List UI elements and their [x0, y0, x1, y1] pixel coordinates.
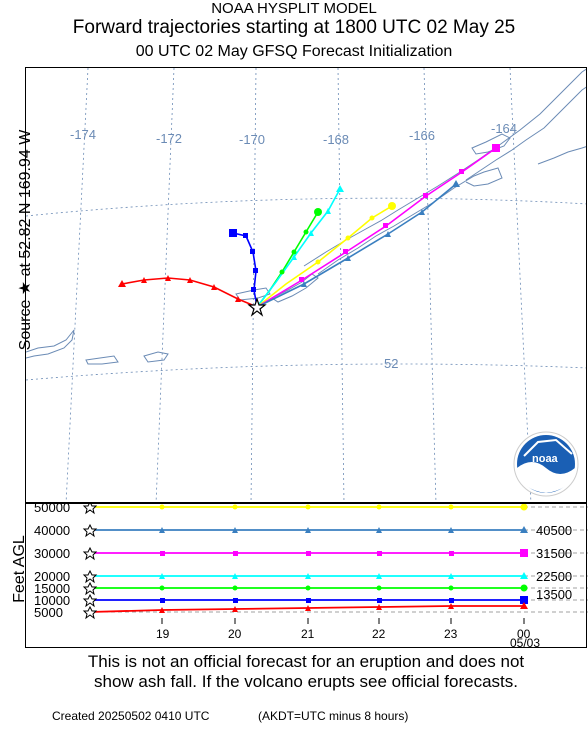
- marker-cyan: [325, 208, 331, 214]
- alt-tick: 10000: [34, 593, 70, 608]
- lat-label: 52: [384, 356, 398, 371]
- alt-tick: 20000: [34, 569, 70, 584]
- lon-label: -164: [491, 121, 517, 136]
- trajectory-cyan: [256, 188, 341, 308]
- lat-line-54: [26, 197, 586, 217]
- time-tick: 20: [228, 627, 242, 641]
- altitude-markers: [159, 503, 528, 613]
- marker-blue: [229, 229, 237, 237]
- marker-magenta: [492, 144, 500, 152]
- disclaimer-line: This is not an official forecast for an …: [87, 652, 525, 671]
- marker-magenta: [459, 169, 464, 174]
- logo-text: noaa: [532, 453, 559, 465]
- marker-green: [303, 229, 309, 235]
- coast-island: [26, 329, 75, 359]
- lon-label: -172: [156, 131, 182, 146]
- disclaimer: This is not an official forecast for an …: [25, 650, 587, 708]
- alt-end-label: 31500: [536, 546, 572, 561]
- alt-tick: 30000: [34, 546, 70, 561]
- marker-blue: [253, 268, 258, 273]
- marker-cyan: [291, 254, 297, 260]
- time-tick: 21: [301, 627, 315, 641]
- altitude-svg: 50000 40000 30000 20000 15000 10000 5000: [34, 500, 588, 650]
- trajectories: [121, 147, 497, 308]
- marker-red: [187, 277, 193, 283]
- lon-label: -168: [323, 132, 349, 147]
- timezone-note: (AKDT=UTC minus 8 hours): [258, 709, 409, 723]
- lon-label: -170: [239, 132, 265, 147]
- marker-green: [314, 208, 322, 216]
- trajectory-map: -174 -172 -170 -168 -166 -164 52: [25, 67, 587, 503]
- coast-peninsula-north: [317, 167, 503, 275]
- altitude-source-stars: [82, 500, 98, 620]
- time-tick: 19: [156, 627, 170, 641]
- marker-magenta: [423, 193, 428, 198]
- marker-yellow: [369, 215, 375, 221]
- alt-tick: 15000: [34, 581, 70, 596]
- title-trajectories: Forward trajectories starting at 1800 UT…: [72, 17, 516, 38]
- marker-magenta: [299, 277, 304, 282]
- trajectory-yellow: [256, 205, 393, 308]
- lon-label: -166: [409, 128, 435, 143]
- coast-lagoon: [471, 133, 511, 155]
- marker-cyan: [336, 185, 344, 192]
- lon-label: -174: [70, 127, 96, 142]
- time-tick: 22: [372, 627, 386, 641]
- trajectory-steelblue: [256, 183, 457, 308]
- marker-red: [235, 296, 241, 302]
- title-initialization: 00 UTC 02 May GFSQ Forecast Initializati…: [135, 43, 453, 60]
- created-timestamp: Created 20250502 0410 UTC: [52, 709, 210, 723]
- marker-red: [165, 275, 171, 281]
- alt-tick: 50000: [34, 504, 70, 515]
- altitude-gridlines: [90, 506, 588, 613]
- marker-magenta: [383, 223, 388, 228]
- graticule: [26, 68, 586, 502]
- marker-steelblue: [419, 209, 425, 215]
- marker-steelblue: [452, 180, 460, 187]
- marker-magenta: [343, 249, 348, 254]
- time-axis-ticks: [161, 618, 525, 624]
- marker-blue: [251, 287, 256, 292]
- marker-cyan: [308, 230, 314, 236]
- marker-steelblue: [385, 231, 391, 237]
- marker-red: [211, 284, 217, 290]
- noaa-logo: noaa: [513, 431, 579, 497]
- alt-end-label: 40500: [536, 523, 572, 538]
- disclaimer-line: show ash fall. If the volcano erupts see…: [94, 672, 518, 691]
- marker-red: [118, 280, 126, 287]
- marker-steelblue: [345, 255, 351, 261]
- coast-island: [271, 273, 319, 303]
- altitude-traces: [89, 506, 524, 613]
- marker-green: [291, 249, 297, 255]
- alt-tick: 5000: [34, 605, 63, 620]
- trajectory-markers: [118, 144, 500, 302]
- marker-yellow: [315, 259, 321, 265]
- alt-end-label: 13500: [536, 587, 572, 602]
- altitude-panel: 50000 40000 30000 20000 15000 10000 5000: [25, 500, 588, 650]
- marker-blue: [250, 249, 255, 254]
- alt-end-label: 22500: [536, 569, 572, 584]
- coast-island: [143, 351, 169, 363]
- coast-peninsula-north-2: [465, 86, 586, 181]
- time-tick: 00: [517, 627, 531, 641]
- alt-tick: 40000: [34, 523, 70, 538]
- lat-line-52: [26, 363, 586, 381]
- title-model: NOAA HYSPLIT MODEL: [211, 0, 377, 17]
- marker-yellow: [388, 202, 396, 210]
- marker-blue: [243, 233, 248, 238]
- marker-steelblue: [301, 281, 307, 287]
- marker-green: [279, 269, 285, 275]
- time-tick: 23: [444, 627, 458, 641]
- marker-red: [141, 277, 147, 283]
- time-sublabel: 05/03: [510, 636, 540, 649]
- coast-shore: [537, 146, 586, 165]
- map-svg: -174 -172 -170 -168 -166 -164 52: [26, 68, 586, 502]
- coast-island: [85, 355, 119, 365]
- source-star-icon: [247, 297, 267, 317]
- marker-yellow: [345, 235, 351, 241]
- coastlines: [26, 68, 586, 365]
